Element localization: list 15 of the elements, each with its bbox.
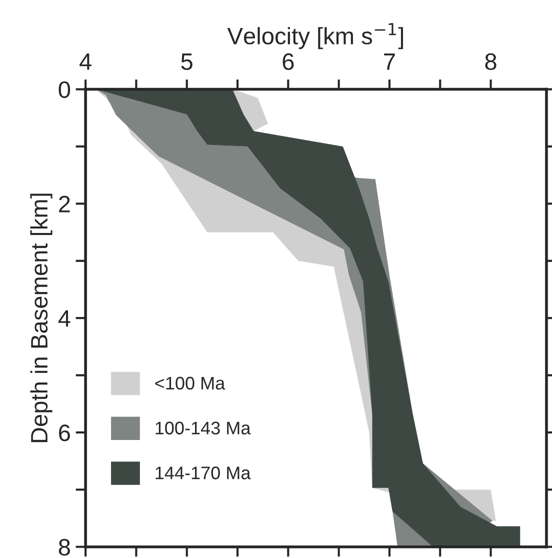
x-tick-label: 4 (80, 54, 92, 70)
y-axis-title: Depth in Basement [km] (30, 194, 52, 442)
legend-label: 144-170 Ma (156, 466, 251, 480)
x-tick-label: 5 (181, 54, 192, 70)
legend-label: <100 Ma (155, 376, 226, 390)
y-tick-label: 0 (58, 81, 70, 98)
y-tick-label: 8 (58, 538, 70, 556)
legend-label: 100-143 Ma (156, 422, 251, 434)
y-tick-label: 6 (59, 424, 70, 442)
x-tick-label: 6 (282, 53, 294, 70)
y-tick-label: 2 (59, 196, 70, 212)
x-tick-label: 7 (384, 54, 395, 70)
x-axis-title: Velocity [km s$^{−1}$] (227, 23, 403, 50)
y-tick-label: 4 (58, 310, 70, 327)
x-tick-label: 8 (485, 53, 496, 70)
